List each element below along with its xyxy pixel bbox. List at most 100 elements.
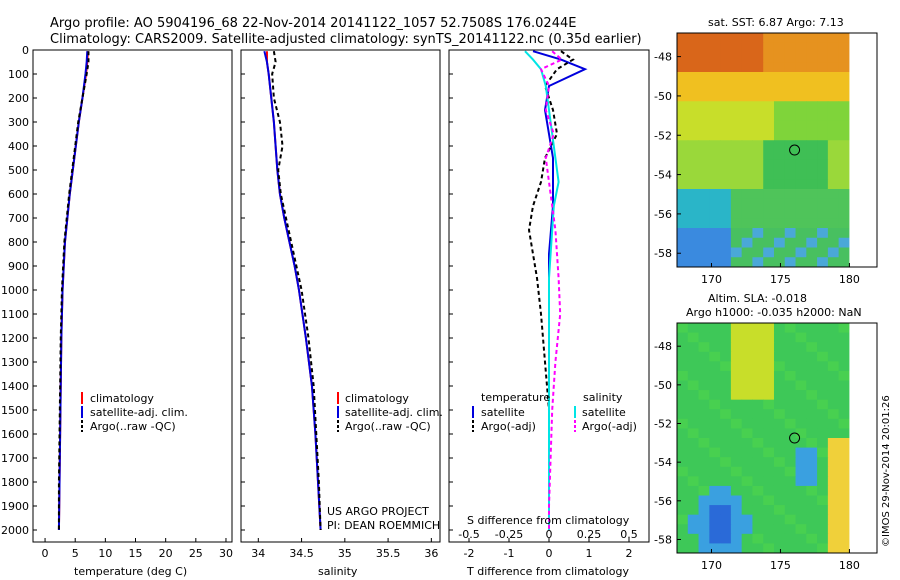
map-cell — [741, 390, 753, 401]
xtick-label: 34.5 — [289, 547, 314, 560]
map-cell — [730, 198, 743, 209]
map-cell — [795, 342, 807, 353]
map-cell — [763, 466, 775, 477]
map-cell — [677, 72, 689, 83]
map-cell — [709, 418, 721, 429]
map-cell — [677, 218, 689, 229]
map-cell — [687, 370, 700, 381]
map-cell — [720, 323, 732, 334]
map-cell — [827, 505, 840, 516]
map-cell — [752, 428, 764, 439]
map-cell — [806, 351, 818, 362]
map-cell — [773, 466, 786, 477]
map-cell — [741, 111, 753, 122]
map-cell — [795, 120, 807, 131]
header-line1: Argo profile: AO 5904196_68 22-Nov-2014 … — [50, 16, 576, 31]
map-cell — [817, 150, 829, 161]
map-cell — [687, 514, 700, 525]
map-cell — [709, 485, 721, 496]
xtick-label: 180 — [839, 559, 860, 572]
map-cell — [827, 120, 840, 131]
map-cell — [838, 247, 850, 258]
map-cell — [806, 81, 818, 92]
map-cell — [784, 150, 797, 161]
map-cell — [795, 466, 807, 477]
map-cell — [677, 257, 689, 268]
map-cell — [773, 495, 786, 506]
map-cell — [827, 351, 840, 362]
map-cell — [838, 457, 850, 468]
map-cell — [773, 130, 786, 141]
map-cell — [773, 524, 786, 535]
map-cell — [720, 399, 732, 410]
map-cell — [817, 409, 829, 420]
map-cell — [773, 111, 786, 122]
map-cell — [827, 390, 840, 401]
map-cell — [817, 495, 829, 506]
map-cell — [838, 418, 850, 429]
map-cell — [806, 505, 818, 516]
map-cell — [698, 380, 710, 391]
map-cell — [784, 409, 797, 420]
series-salinity-argo-adj- — [539, 50, 564, 530]
map-cell — [806, 111, 818, 122]
map-cell — [795, 323, 807, 334]
map-cell — [806, 247, 818, 258]
map-cell — [763, 42, 775, 53]
map-cell — [795, 351, 807, 362]
map-cell — [827, 361, 840, 372]
map-cell — [720, 33, 732, 44]
header-line2: Climatology: CARS2009. Satellite-adjuste… — [50, 32, 642, 47]
map-cell — [698, 218, 710, 229]
map-cell — [784, 62, 797, 73]
map-cell — [784, 524, 797, 535]
sla-title2: Argo h1000: -0.035 h2000: NaN — [686, 306, 862, 319]
map-cell — [838, 361, 850, 372]
map-cell — [741, 62, 753, 73]
map-cell — [817, 323, 829, 334]
map-cell — [806, 62, 818, 73]
map-cell — [698, 342, 710, 353]
map-cell — [817, 247, 829, 258]
map-cell — [741, 361, 753, 372]
map-cell — [741, 514, 753, 525]
map-cell — [741, 495, 753, 506]
map-cell — [687, 52, 700, 63]
map-cell — [709, 247, 721, 258]
map-cell — [720, 447, 732, 458]
map-cell — [687, 476, 700, 487]
map-cell — [709, 198, 721, 209]
map-cell — [763, 62, 775, 73]
map-cell — [709, 42, 721, 53]
map-cell — [709, 140, 721, 151]
map-cell — [698, 101, 710, 112]
map-cell — [763, 52, 775, 63]
xtick-label: 0 — [42, 547, 49, 560]
legend-argo: Argo(..raw -QC) — [90, 420, 176, 433]
map-cell — [709, 380, 721, 391]
map-cell — [741, 33, 753, 44]
map-cell — [784, 476, 797, 487]
map-cell — [806, 485, 818, 496]
map-cell — [741, 447, 753, 458]
map-cell — [741, 81, 753, 92]
map-cell — [784, 228, 797, 239]
map-cell — [795, 524, 807, 535]
map-cell — [730, 81, 743, 92]
map-cell — [763, 130, 775, 141]
map-cell — [687, 428, 700, 439]
map-cell — [773, 169, 786, 180]
map-cell — [687, 247, 700, 258]
salinity-legend: climatology satellite-adj. clim. Argo(..… — [337, 392, 443, 433]
map-cell — [763, 159, 775, 170]
map-cell — [720, 228, 732, 239]
map-cell — [817, 208, 829, 219]
map-cell — [720, 370, 732, 381]
map-cell — [677, 390, 689, 401]
map-cell — [730, 390, 743, 401]
series-salinity-satellite — [524, 50, 560, 530]
map-cell — [698, 111, 710, 122]
legend-temp-satellite: satellite — [481, 406, 525, 419]
map-cell — [687, 101, 700, 112]
map-cell — [730, 524, 743, 535]
